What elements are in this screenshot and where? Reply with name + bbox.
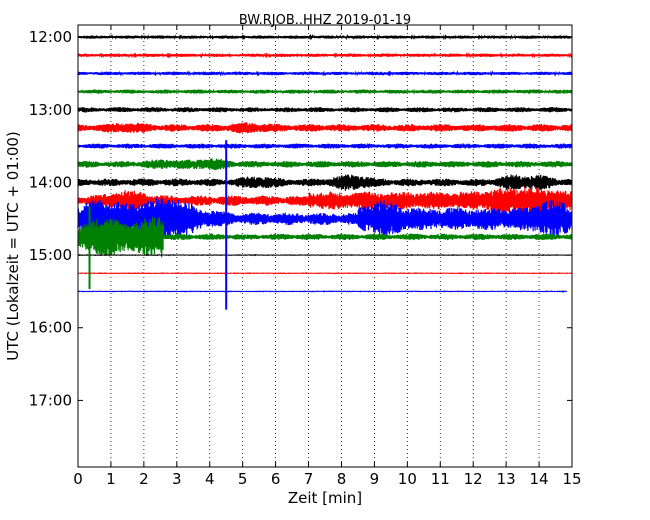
- x-tick-label: 5: [238, 470, 248, 488]
- seismic-trace: [77, 143, 573, 149]
- x-tick-label: 11: [431, 470, 450, 488]
- y-axis-label: UTC (Lokalzeit = UTC + 01:00): [4, 131, 22, 361]
- x-axis-ticks: 0 1 2 3 4 5 6 7 8 9 10 11 12 13 14 15: [73, 25, 582, 488]
- traces: [77, 33, 573, 310]
- seismic-trace: [77, 122, 573, 134]
- x-tick-label: 14: [530, 470, 549, 488]
- y-tick-label: 16:00: [29, 319, 72, 337]
- seismic-trace: [77, 174, 573, 191]
- x-tick-label: 12: [464, 470, 483, 488]
- seismic-trace: [77, 271, 573, 275]
- grid-lines: [110, 25, 540, 467]
- x-tick-label: 9: [370, 470, 380, 488]
- x-tick-label: 7: [304, 470, 314, 488]
- x-tick-label: 1: [106, 470, 116, 488]
- x-axis-label: Zeit [min]: [288, 489, 362, 507]
- x-tick-label: 15: [562, 470, 581, 488]
- seismic-trace: [77, 253, 573, 257]
- seismic-trace: [77, 88, 573, 95]
- seismic-trace: [77, 186, 573, 214]
- seismic-trace: [77, 216, 573, 258]
- seismic-trace: [77, 52, 573, 59]
- chart-title: BW.RJOB..HHZ 2019-01-19: [239, 13, 411, 28]
- seismic-trace: [77, 70, 573, 77]
- x-tick-label: 6: [271, 470, 281, 488]
- plot-frame: [77, 24, 573, 468]
- x-tick-label: 4: [205, 470, 215, 488]
- y-tick-label: 15:00: [29, 246, 72, 264]
- y-tick-label: 14:00: [29, 173, 72, 191]
- seismic-trace: [77, 290, 568, 293]
- y-tick-label: 17:00: [29, 391, 72, 409]
- seismic-trace: [77, 107, 573, 113]
- seismic-trace: [77, 33, 573, 41]
- y-tick-label: 12:00: [29, 28, 72, 46]
- seismic-trace: [77, 158, 573, 171]
- y-tick-label: 13:00: [29, 101, 72, 119]
- y-axis-ticks: 12:00 13:00 14:00 15:00 16:00 17:00: [29, 28, 572, 409]
- x-tick-label: 2: [139, 470, 149, 488]
- x-tick-label: 8: [337, 470, 347, 488]
- x-tick-label: 13: [497, 470, 516, 488]
- x-tick-label: 0: [73, 470, 83, 488]
- x-tick-label: 10: [398, 470, 417, 488]
- x-tick-label: 3: [172, 470, 182, 488]
